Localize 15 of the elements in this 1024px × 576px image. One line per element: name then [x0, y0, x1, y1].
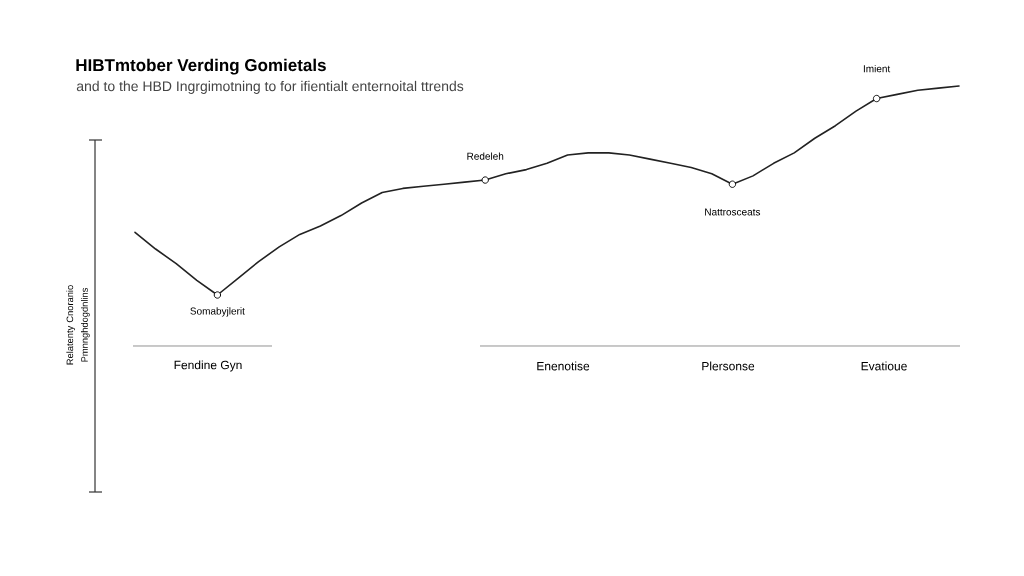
- text: Enenotise: [537, 361, 590, 371]
- annotation: Imient: [863, 64, 891, 73]
- chart-subtitle: and to the HBD Ingrgimotning to for ifientialt enternoital ttrends: [76, 80, 464, 94]
- point: [872, 94, 881, 103]
- point: [213, 291, 222, 299]
- text: Fendine Gyn: [174, 360, 242, 372]
- point: [481, 176, 489, 184]
- point: [728, 180, 737, 188]
- y-axis-title: Relatenty Cnoranio Pmnnghdogdnlins: [66, 285, 90, 365]
- annotation: Somabyjlerit: [190, 307, 245, 317]
- text: Evatioue: [861, 361, 907, 371]
- text: Plersonse: [702, 361, 755, 371]
- chart-title: HIBTmtober Verding Gomietals: [76, 58, 326, 75]
- annotation: Nattrosceats: [705, 208, 761, 216]
- annotation: Redeleh: [467, 152, 504, 160]
